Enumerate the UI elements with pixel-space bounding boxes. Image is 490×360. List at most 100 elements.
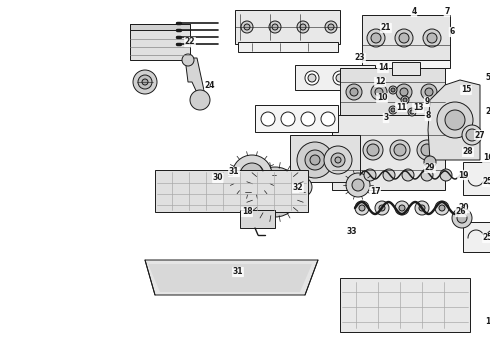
Text: 1: 1 bbox=[486, 318, 490, 327]
Circle shape bbox=[399, 33, 409, 43]
Text: 6: 6 bbox=[449, 27, 455, 36]
Circle shape bbox=[389, 106, 397, 114]
Circle shape bbox=[297, 21, 309, 33]
Polygon shape bbox=[463, 162, 490, 195]
Text: 25: 25 bbox=[483, 177, 490, 186]
Text: 5: 5 bbox=[486, 72, 490, 81]
Text: 10: 10 bbox=[377, 94, 387, 103]
Circle shape bbox=[417, 140, 437, 160]
Text: 26: 26 bbox=[456, 207, 466, 216]
Text: 13: 13 bbox=[413, 104, 423, 112]
Polygon shape bbox=[392, 62, 420, 75]
Polygon shape bbox=[463, 222, 490, 252]
Circle shape bbox=[435, 201, 449, 215]
Text: 33: 33 bbox=[347, 228, 357, 237]
Polygon shape bbox=[238, 42, 338, 52]
Circle shape bbox=[308, 74, 316, 82]
Circle shape bbox=[138, 75, 152, 89]
Text: 29: 29 bbox=[425, 163, 435, 172]
Circle shape bbox=[336, 74, 344, 82]
Circle shape bbox=[394, 144, 406, 156]
Circle shape bbox=[301, 112, 315, 126]
Circle shape bbox=[445, 110, 465, 130]
Circle shape bbox=[331, 153, 345, 167]
Circle shape bbox=[395, 29, 413, 47]
Text: 2: 2 bbox=[486, 108, 490, 117]
Circle shape bbox=[400, 88, 408, 96]
Circle shape bbox=[350, 88, 358, 96]
Circle shape bbox=[432, 101, 440, 109]
Text: 7: 7 bbox=[444, 8, 450, 17]
Text: 16: 16 bbox=[483, 153, 490, 162]
Circle shape bbox=[297, 182, 307, 192]
Circle shape bbox=[310, 155, 320, 165]
Circle shape bbox=[363, 140, 383, 160]
Text: 31: 31 bbox=[233, 267, 243, 276]
Text: 20: 20 bbox=[459, 203, 469, 212]
Text: 30: 30 bbox=[213, 174, 223, 183]
Circle shape bbox=[383, 169, 395, 181]
Circle shape bbox=[261, 178, 289, 206]
Circle shape bbox=[272, 24, 278, 30]
Polygon shape bbox=[340, 68, 445, 115]
Circle shape bbox=[403, 98, 407, 102]
Circle shape bbox=[437, 102, 473, 138]
Text: 12: 12 bbox=[375, 77, 385, 86]
Text: 31: 31 bbox=[229, 167, 239, 176]
Polygon shape bbox=[148, 264, 312, 292]
Circle shape bbox=[375, 201, 389, 215]
Polygon shape bbox=[255, 105, 338, 132]
Text: 15: 15 bbox=[461, 85, 471, 94]
Text: 8: 8 bbox=[425, 112, 431, 121]
Text: 23: 23 bbox=[355, 54, 365, 63]
Circle shape bbox=[324, 146, 352, 174]
Circle shape bbox=[466, 129, 478, 141]
Text: 25: 25 bbox=[483, 234, 490, 243]
Circle shape bbox=[182, 54, 194, 66]
Circle shape bbox=[371, 84, 387, 100]
Circle shape bbox=[439, 205, 445, 211]
Circle shape bbox=[364, 74, 372, 82]
Circle shape bbox=[419, 205, 425, 211]
Text: 9: 9 bbox=[424, 98, 430, 107]
Circle shape bbox=[300, 24, 306, 30]
Polygon shape bbox=[240, 210, 275, 228]
Polygon shape bbox=[130, 24, 190, 60]
Circle shape bbox=[133, 70, 157, 94]
Circle shape bbox=[423, 29, 441, 47]
Polygon shape bbox=[155, 170, 308, 212]
Circle shape bbox=[250, 167, 300, 217]
Text: 18: 18 bbox=[242, 207, 252, 216]
Text: 14: 14 bbox=[378, 63, 388, 72]
Text: 11: 11 bbox=[396, 103, 406, 112]
Circle shape bbox=[395, 201, 409, 215]
Circle shape bbox=[305, 150, 325, 170]
Circle shape bbox=[364, 169, 376, 181]
Polygon shape bbox=[332, 115, 445, 190]
Circle shape bbox=[333, 71, 347, 85]
Circle shape bbox=[340, 144, 352, 156]
Circle shape bbox=[421, 169, 433, 181]
Text: 17: 17 bbox=[369, 188, 380, 197]
Circle shape bbox=[421, 84, 437, 100]
Circle shape bbox=[399, 205, 405, 211]
Circle shape bbox=[430, 112, 438, 120]
Circle shape bbox=[292, 177, 312, 197]
Circle shape bbox=[359, 205, 365, 211]
Circle shape bbox=[402, 169, 414, 181]
Circle shape bbox=[452, 208, 472, 228]
Circle shape bbox=[391, 88, 395, 92]
Polygon shape bbox=[340, 278, 470, 332]
Circle shape bbox=[142, 79, 148, 85]
Polygon shape bbox=[362, 15, 450, 60]
Circle shape bbox=[408, 108, 416, 116]
Text: 27: 27 bbox=[475, 130, 485, 139]
Polygon shape bbox=[235, 10, 340, 44]
Polygon shape bbox=[290, 135, 360, 182]
Circle shape bbox=[375, 88, 383, 96]
Circle shape bbox=[232, 155, 272, 195]
Circle shape bbox=[390, 140, 410, 160]
Circle shape bbox=[328, 24, 334, 30]
Circle shape bbox=[269, 21, 281, 33]
Text: 22: 22 bbox=[185, 37, 195, 46]
